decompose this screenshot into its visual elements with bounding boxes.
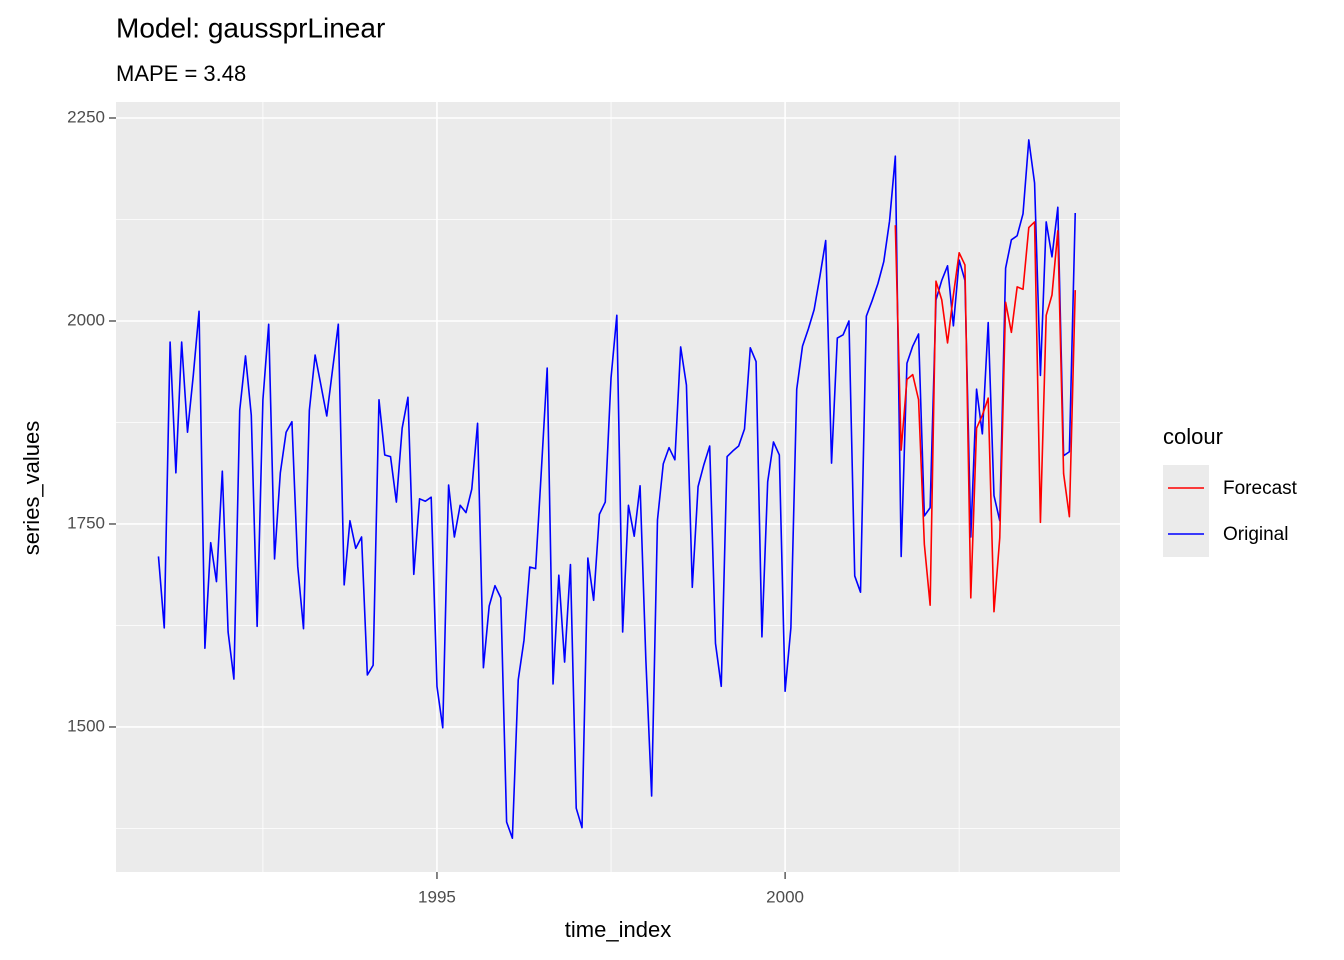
y-tick-label: 2250	[67, 107, 105, 126]
plot-panel	[116, 102, 1120, 872]
series-line	[894, 221, 1077, 613]
chart-title: Model: gaussprLinear	[116, 12, 385, 43]
y-axis-title: series_values	[19, 421, 44, 556]
x-tick-label: 1995	[418, 887, 456, 906]
axes: 1995 2000 1500 1750 2000 2250	[67, 107, 804, 906]
y-tick-label: 2000	[67, 310, 105, 329]
lines	[157, 139, 1077, 840]
chart-subtitle: MAPE = 3.48	[116, 61, 246, 86]
legend-title: colour	[1163, 424, 1223, 449]
legend-label: Forecast	[1223, 478, 1298, 499]
x-axis-title: time_index	[565, 917, 671, 942]
legend-label: Original	[1223, 524, 1288, 545]
y-tick-label: 1500	[67, 716, 105, 735]
y-tick-label: 1750	[67, 513, 105, 532]
series-line	[157, 139, 1077, 840]
x-tick-label: 2000	[766, 887, 804, 906]
legend: colour Forecast Original	[1163, 424, 1298, 557]
